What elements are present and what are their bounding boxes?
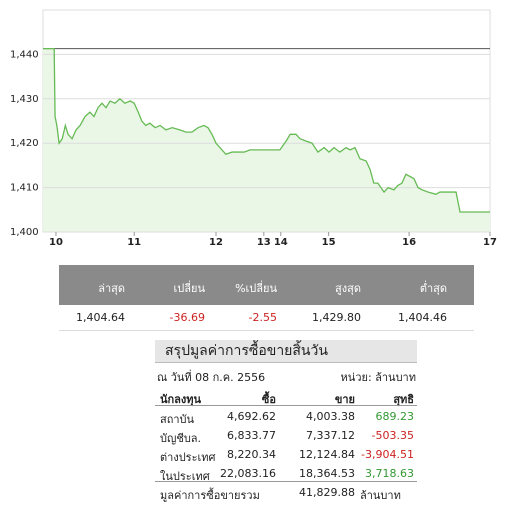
summary-header-rule [155,405,417,406]
x-tick-label: 11 [127,237,141,248]
chart: 1,400 1,410 1,420 1,430 1,440 10 11 12 13 14 15 16 1… [10,9,497,248]
summary-date: ณ วันที่ 08 ก.ค. 2556 [157,371,266,384]
summary-value: 7,337.12 [306,429,355,442]
summary-value: 12,124.84 [299,448,355,461]
y-tick-label: 1,410 [10,183,39,194]
y-tick-label: 1,420 [10,138,39,149]
stats-value: -2.55 [248,311,277,324]
summary-total-rule [155,481,417,482]
x-tick-label: 10 [49,237,63,248]
investor-type: ต่างประเทศ [160,451,216,464]
summary-title: สรุปมูลค่าการซื้อขายสิ้นวัน [155,340,417,363]
x-tick-label: 17 [483,237,497,248]
stats-header: ล่าสุด [98,282,125,295]
total-value: 41,829.88 [299,486,355,499]
stats-header: ต่ำสุด [419,282,447,295]
summary-value: 6,833.77 [227,429,276,442]
summary-value: 689.23 [375,410,415,423]
summary-value: 8,220.34 [227,448,276,461]
area [43,48,490,233]
stats-value: 1,404.46 [398,311,447,324]
x-tick-label: 14 [274,237,288,248]
x-tick-label: 12 [209,237,223,248]
y-tick-label: 1,440 [10,49,39,60]
summary-value: 18,364.53 [299,467,355,480]
investor-type: สถาบัน [160,413,195,426]
stats-value: -36.69 [169,311,205,324]
summary-value: -3,904.51 [361,448,414,461]
investor-type: บัญชีบล. [160,432,202,445]
summary-value: 4,692.62 [227,410,276,423]
stats-header: สูงสุด [335,282,361,295]
stats-header-bg [59,265,474,305]
y-tick-label: 1,430 [10,94,39,105]
y-tick-label: 1,400 [10,227,39,238]
total-label: มูลค่าการซื้อขายรวม [160,489,260,502]
stats-row-bg [59,305,474,331]
investor-type: ในประเทศ [160,470,210,483]
x-tick-label: 16 [402,237,416,248]
x-tick-label: 13 [257,237,271,248]
stats-value: 1,429.80 [312,311,361,324]
summary-value: 3,718.63 [365,467,414,480]
summary-header: ซื้อ [261,393,276,406]
summary-header: นักลงทุน [160,393,202,406]
stats-header: เปลี่ยน [173,282,205,295]
line [43,47,490,213]
x-tick-label: 15 [322,237,336,248]
summary-header: สุทธิ [393,393,414,406]
summary-value: -503.35 [371,429,414,442]
summary-value: 22,083.16 [220,467,276,480]
stats-header: %เปลี่ยน [235,282,277,295]
summary-header: ขาย [334,393,355,406]
total-unit: ล้านบาท [360,489,401,502]
stats-value: 1,404.64 [76,311,125,324]
summary-value: 4,003.38 [306,410,355,423]
summary-unit: หน่วย: ล้านบาท [340,371,416,384]
